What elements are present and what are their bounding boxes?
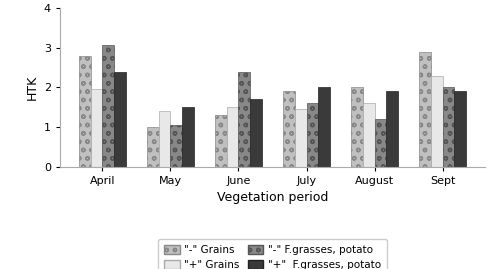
X-axis label: Vegetation period: Vegetation period xyxy=(217,191,328,204)
Bar xyxy=(386,91,398,167)
Bar xyxy=(363,103,374,167)
Bar xyxy=(454,91,466,167)
Bar xyxy=(374,119,386,167)
Bar xyxy=(216,115,227,167)
Bar xyxy=(148,127,159,167)
Bar xyxy=(114,72,126,167)
Bar xyxy=(250,99,262,167)
Bar xyxy=(431,76,442,167)
Bar xyxy=(182,107,194,167)
Bar xyxy=(238,72,250,167)
Bar xyxy=(306,103,318,167)
Bar xyxy=(91,89,102,167)
Bar xyxy=(170,125,182,167)
Bar xyxy=(284,91,295,167)
Bar xyxy=(352,87,363,167)
Bar xyxy=(159,111,170,167)
Bar xyxy=(442,87,454,167)
Bar xyxy=(80,56,91,167)
Bar xyxy=(227,107,238,167)
Legend: "-" Grains, "+" Grains, "-" F.grasses, potato, "+"  F.grasses, potato: "-" Grains, "+" Grains, "-" F.grasses, p… xyxy=(158,239,387,269)
Bar xyxy=(102,45,114,167)
Bar xyxy=(420,52,431,167)
Bar xyxy=(295,109,306,167)
Bar xyxy=(318,87,330,167)
Y-axis label: HTK: HTK xyxy=(26,75,38,100)
